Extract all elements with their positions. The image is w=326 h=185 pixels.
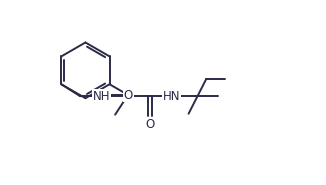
Text: O: O [145, 118, 155, 132]
Text: NH: NH [93, 90, 111, 103]
Text: O: O [124, 89, 133, 102]
Text: HN: HN [163, 90, 180, 103]
